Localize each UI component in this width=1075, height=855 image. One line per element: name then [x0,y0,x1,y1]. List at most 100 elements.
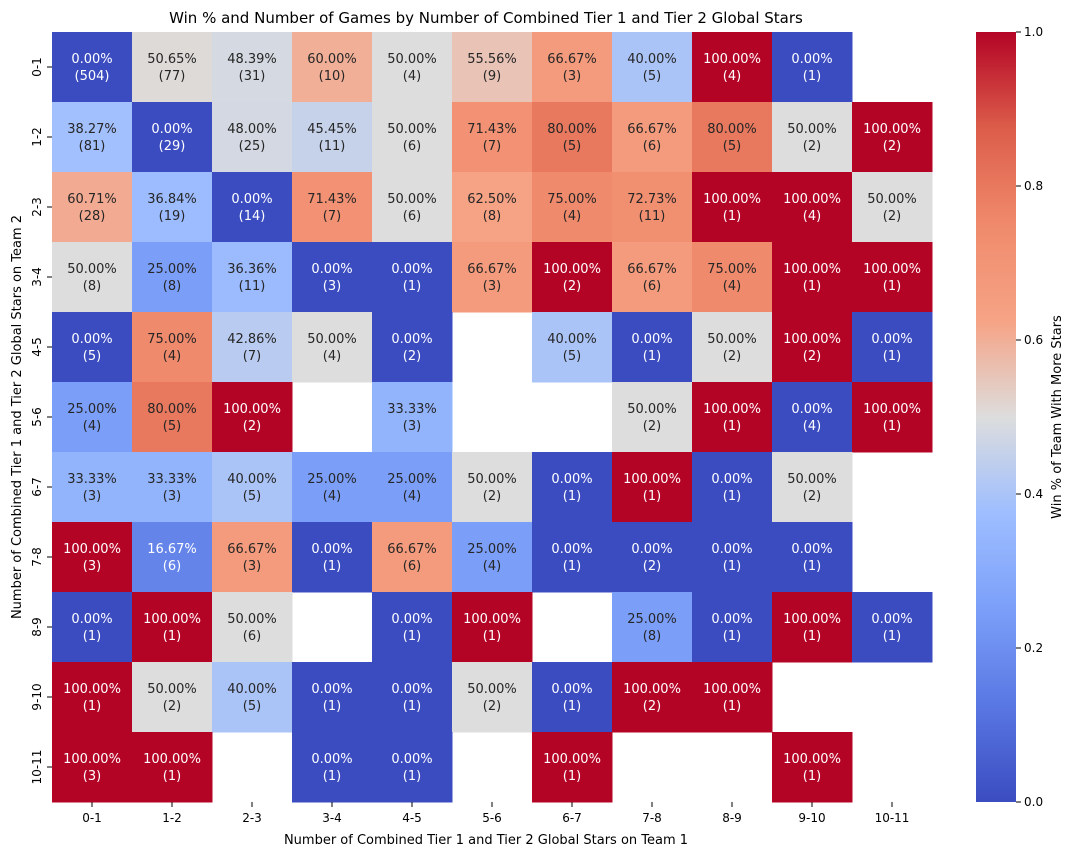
y-tick-label: 8-9 [30,617,44,637]
cell-games-label: (3) [163,489,181,504]
heatmap-cell [612,522,693,593]
heatmap-cell [132,172,213,243]
heatmap-cell [132,452,213,523]
heatmap-cell [212,242,293,313]
cell-win-label: 100.00% [703,192,761,207]
cell-games-label: (1) [723,629,741,644]
x-axis-ticks: 0-1 1-2 2-3 3-4 4-5 5-6 6-7 7-8 8-9 9-10 10-11 [82,802,909,825]
x-tick-label: 6-7 [562,811,582,825]
cell-games-label: (1) [163,629,181,644]
cell-win-label: 25.00% [627,612,677,627]
cell-games-label: (6) [403,209,421,224]
cell-games-label: (504) [75,69,110,84]
cell-games-label: (2) [803,139,821,154]
cell-win-label: 0.00% [231,192,272,207]
heatmap-cell [452,102,533,173]
cell-games-label: (8) [163,279,181,294]
heatmap-cell [212,172,293,243]
colorbar-tick-label: 0.6 [1024,333,1043,347]
heatmap-cell [292,32,373,103]
heatmap-cell [532,312,613,383]
heatmap-cell [372,172,453,243]
heatmap-cell [692,102,773,173]
cell-win-label: 0.00% [391,262,432,277]
heatmap-cell [52,382,133,453]
heatmap-cell [52,732,133,803]
cell-win-label: 0.00% [311,262,352,277]
cell-games-label: (4) [163,349,181,364]
cell-win-label: 48.39% [227,52,277,67]
x-axis-label: Number of Combined Tier 1 and Tier 2 Glo… [284,833,688,848]
cell-games-label: (1) [403,629,421,644]
cell-games-label: (1) [803,629,821,644]
heatmap-cell [852,242,933,313]
heatmap-cell [612,242,693,313]
x-tick-label: 10-11 [875,811,910,825]
heatmap-cell [52,102,133,173]
cell-win-label: 100.00% [703,402,761,417]
heatmap-cell [292,662,373,733]
cell-games-label: (2) [883,139,901,154]
heatmap-cells: 0.00% (504) 50.65% (77) 48.39% (31) 60.00% (10)… [52,32,933,803]
cell-games-label: (28) [79,209,106,224]
y-tick-label: 3-4 [30,267,44,287]
cell-win-label: 0.00% [631,332,672,347]
cell-win-label: 100.00% [463,612,521,627]
cell-games-label: (1) [563,769,581,784]
cell-win-label: 42.86% [227,332,277,347]
cell-games-label: (4) [803,419,821,434]
heatmap-cell [292,172,373,243]
cell-games-label: (4) [803,209,821,224]
cell-win-label: 100.00% [783,612,841,627]
cell-win-label: 0.00% [631,542,672,557]
heatmap-cell [372,102,453,173]
cell-win-label: 0.00% [551,542,592,557]
heatmap-cell [852,102,933,173]
cell-games-label: (14) [239,209,266,224]
y-tick-label: 7-8 [30,547,44,567]
heatmap-cell [212,452,293,523]
cell-win-label: 100.00% [783,192,841,207]
y-tick-label: 10-11 [30,750,44,785]
cell-games-label: (2) [483,699,501,714]
cell-win-label: 0.00% [711,542,752,557]
cell-games-label: (1) [163,769,181,784]
heatmap-cell [292,452,373,523]
cell-win-label: 50.00% [387,122,437,137]
cell-games-label: (2) [723,349,741,364]
heatmap-cell [532,172,613,243]
cell-games-label: (3) [243,559,261,574]
cell-games-label: (1) [323,559,341,574]
cell-games-label: (4) [403,69,421,84]
heatmap-cell [852,312,933,383]
cell-win-label: 0.00% [871,332,912,347]
cell-win-label: 100.00% [63,752,121,767]
cell-win-label: 100.00% [63,682,121,697]
cell-games-label: (1) [803,559,821,574]
cell-games-label: (1) [723,209,741,224]
cell-win-label: 0.00% [551,472,592,487]
heatmap-cell [52,662,133,733]
cell-win-label: 0.00% [391,332,432,347]
cell-games-label: (5) [723,139,741,154]
heatmap-cell [772,32,853,103]
cell-games-label: (4) [723,279,741,294]
cell-games-label: (1) [723,559,741,574]
cell-win-label: 0.00% [151,122,192,137]
cell-win-label: 50.00% [387,52,437,67]
x-tick-label: 2-3 [242,811,262,825]
cell-win-label: 100.00% [783,752,841,767]
heatmap-cell [212,662,293,733]
heatmap-cell [212,102,293,173]
cell-win-label: 0.00% [711,612,752,627]
x-tick-label: 9-10 [798,811,825,825]
cell-games-label: (31) [239,69,266,84]
heatmap-cell [52,312,133,383]
colorbar-tick-label: 1.0 [1024,25,1043,39]
y-axis-label: Number of Combined Tier 1 and Tier 2 Glo… [10,215,25,619]
cell-win-label: 80.00% [547,122,597,137]
cell-win-label: 33.33% [387,402,437,417]
cell-games-label: (1) [323,769,341,784]
heatmap-cell [692,32,773,103]
cell-games-label: (7) [243,349,261,364]
